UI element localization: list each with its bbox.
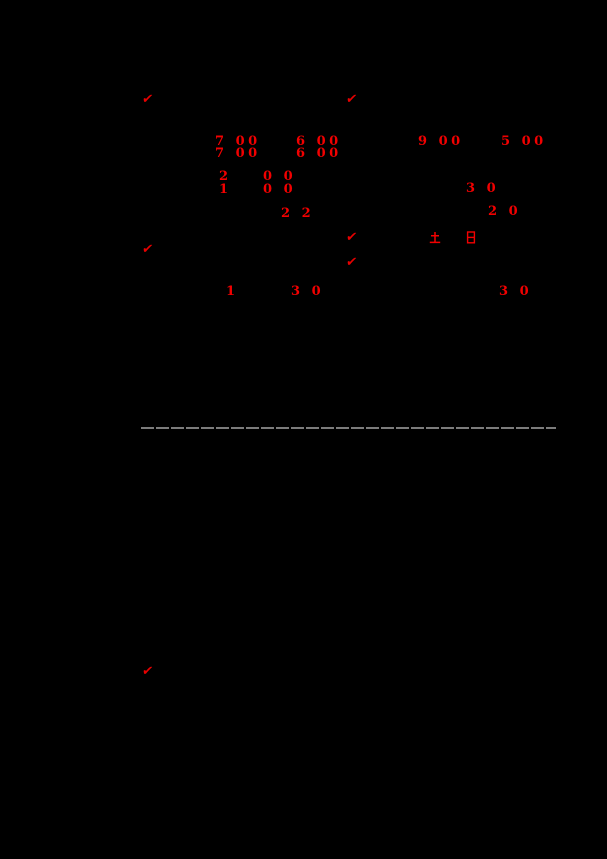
time-entry-row1-col3: 9 00 xyxy=(418,134,464,149)
number-entry-row3a: 2 xyxy=(219,169,232,184)
minutes-entry-row6c: 3 0 xyxy=(499,284,533,299)
checkmark-icon-mid-right-1: ✔ xyxy=(345,230,359,245)
checkmark-icon-bottom-left: ✔ xyxy=(141,664,155,679)
minutes-entry-right1: 3 0 xyxy=(466,181,500,196)
checkmark-icon-top-left: ✔ xyxy=(141,92,155,107)
dashed-separator-line xyxy=(141,427,556,429)
time-entry-row2-col1: 7 00 xyxy=(215,146,261,161)
time-entry-row2-col2: 6 00 xyxy=(296,146,342,161)
number-entry-row4b: 0 0 xyxy=(263,182,297,197)
time-entry-row1-col4: 5 00 xyxy=(501,134,547,149)
kanji-day-saturday xyxy=(429,231,441,244)
number-entry-row5: 2 2 xyxy=(281,206,315,221)
number-entry-row3b: 0 0 xyxy=(263,169,297,184)
checkmark-icon-mid-left: ✔ xyxy=(141,242,155,257)
number-entry-row6a: 1 xyxy=(226,284,239,299)
kanji-day-sunday xyxy=(465,231,477,244)
number-entry-row4a: 1 xyxy=(219,182,232,197)
checkmark-icon-mid-right-2: ✔ xyxy=(345,255,359,270)
time-entry-row1-col1: 7 00 xyxy=(215,134,261,149)
checkmark-icon-top-right: ✔ xyxy=(345,92,359,107)
minutes-entry-row6b: 3 0 xyxy=(291,284,325,299)
time-entry-row1-col2: 6 00 xyxy=(296,134,342,149)
minutes-entry-right2: 2 0 xyxy=(488,204,522,219)
